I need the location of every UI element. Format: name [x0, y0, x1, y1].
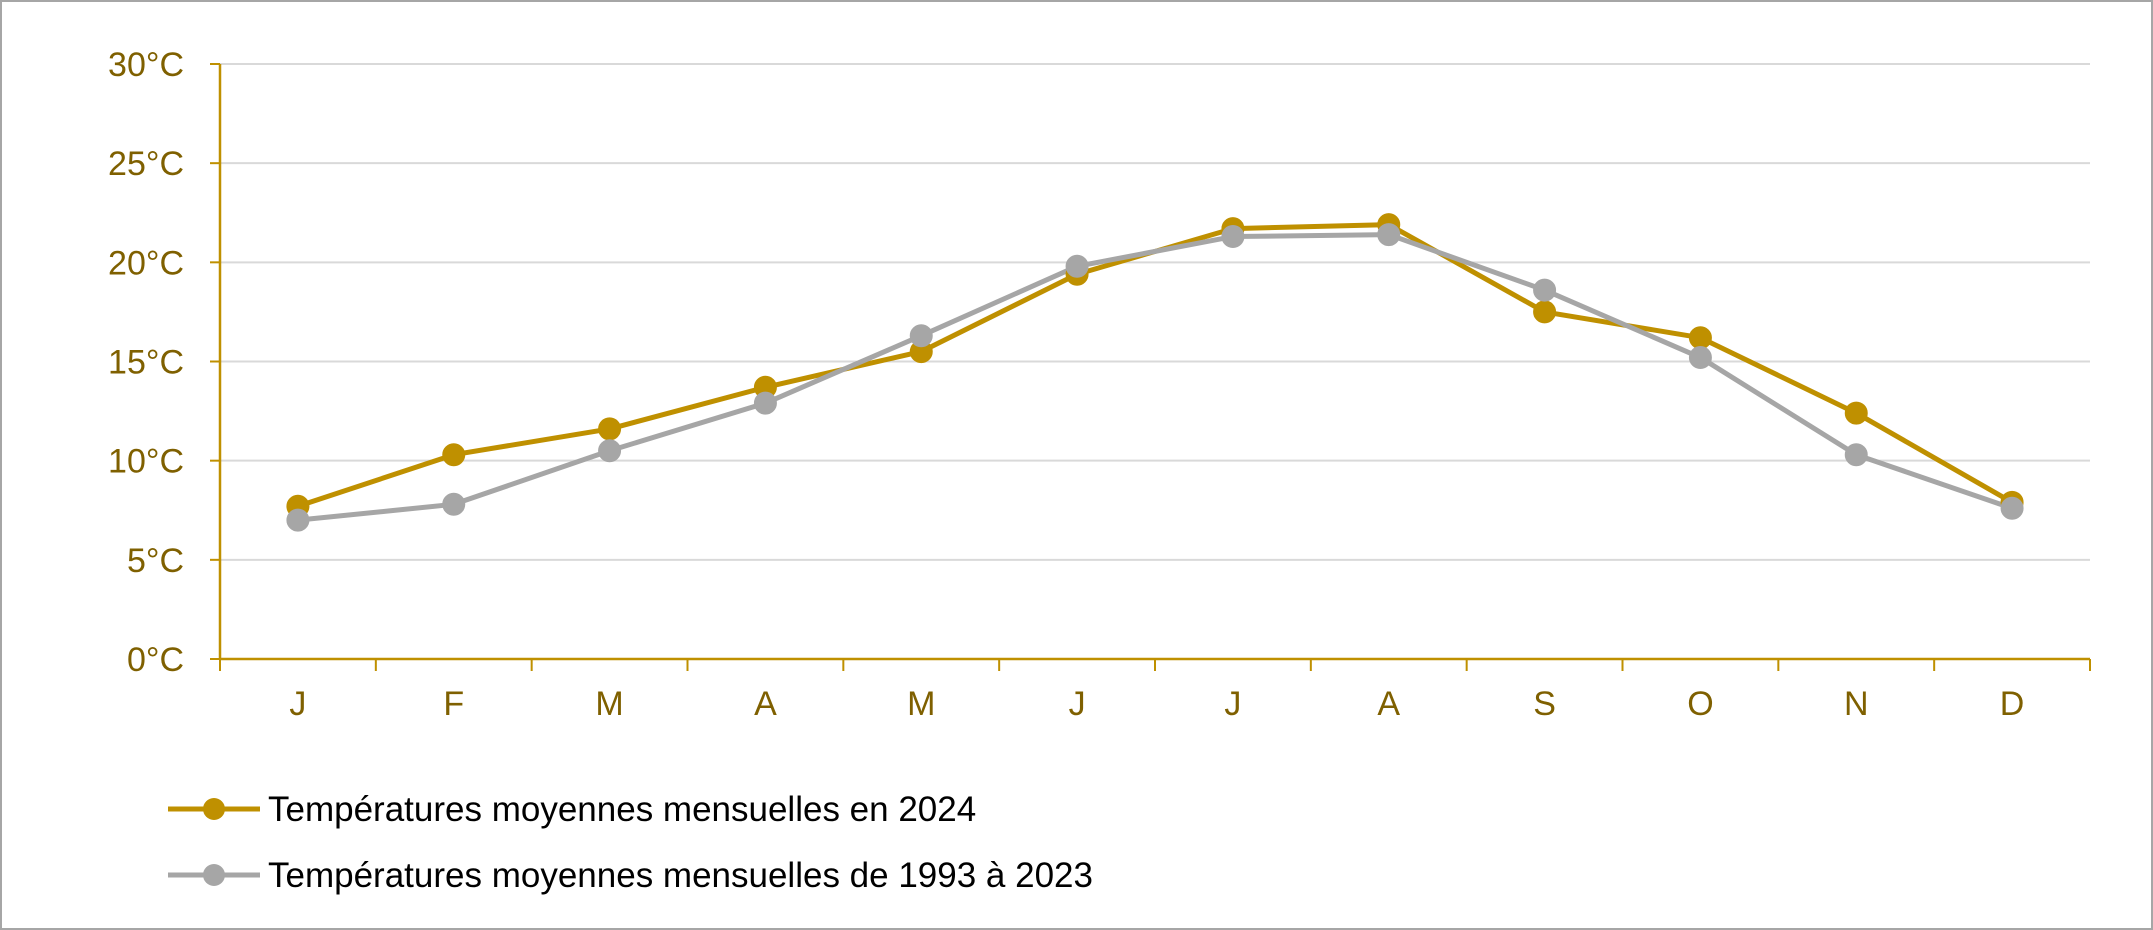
x-category-label: N	[1844, 685, 1869, 723]
x-category-label: S	[1533, 685, 1556, 723]
x-category-label: J	[1224, 685, 1241, 723]
data-point	[1688, 346, 1712, 370]
data-point	[442, 492, 466, 516]
data-point	[598, 439, 622, 463]
y-tick-label: 0°C	[127, 641, 184, 679]
y-tick-label: 25°C	[108, 145, 184, 183]
legend-label: Températures moyennes mensuelles de 1993…	[268, 856, 1093, 895]
y-tick-label: 15°C	[108, 344, 184, 382]
data-point	[598, 417, 622, 441]
x-category-label: J	[289, 685, 306, 723]
y-tick-label: 30°C	[108, 46, 184, 84]
data-point	[2000, 496, 2024, 520]
x-category-label: O	[1687, 685, 1713, 723]
data-point	[1844, 401, 1868, 425]
gridlines	[220, 63, 2090, 561]
data-point	[1688, 326, 1712, 350]
y-tick-label: 5°C	[127, 542, 184, 580]
legend-marker	[203, 864, 225, 886]
series-line-1	[297, 222, 2014, 509]
data-point	[442, 443, 466, 467]
y-axis-tick-labels: 0°C 5°C 10°C 15°C 20°C 25°C 30°C	[108, 46, 184, 679]
legend: Températures moyennes mensuelles en 2024…	[168, 790, 1093, 895]
data-point	[286, 508, 310, 532]
x-category-label: M	[907, 685, 935, 723]
data-point	[1844, 443, 1868, 467]
legend-marker	[203, 798, 225, 820]
y-tick-label: 20°C	[108, 244, 184, 282]
data-point	[1533, 278, 1557, 302]
series-line-2	[297, 232, 2013, 523]
data-point	[909, 324, 933, 348]
x-category-label: J	[1069, 685, 1086, 723]
x-category-label: D	[2000, 685, 2025, 723]
x-category-label: M	[595, 685, 623, 723]
x-category-label: A	[754, 685, 777, 723]
series-lines	[297, 222, 2014, 523]
x-category-label: F	[443, 685, 464, 723]
data-point	[1221, 225, 1245, 249]
axes	[210, 63, 2091, 671]
data-point	[1533, 300, 1557, 324]
legend-label: Températures moyennes mensuelles en 2024	[268, 790, 976, 829]
data-point	[1065, 254, 1089, 278]
data-point	[753, 391, 777, 415]
x-category-label: A	[1377, 685, 1400, 723]
y-tick-label: 10°C	[108, 443, 184, 481]
data-point	[1377, 223, 1401, 247]
series-markers	[286, 213, 2024, 532]
